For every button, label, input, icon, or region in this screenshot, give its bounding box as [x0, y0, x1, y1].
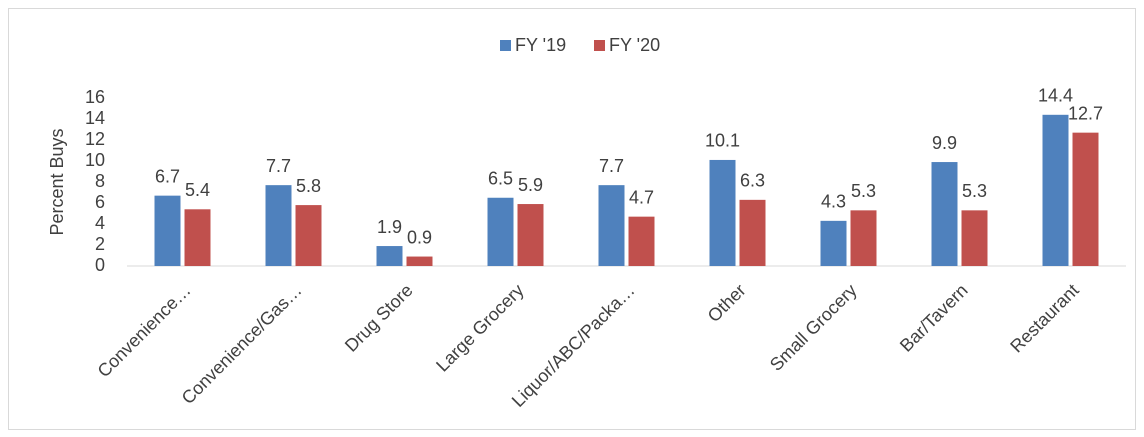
bar: [820, 220, 847, 266]
y-tick-label: 16: [85, 87, 105, 107]
y-tick-label: 4: [95, 213, 105, 233]
data-label: 4.3: [821, 192, 846, 212]
bar: [517, 204, 544, 266]
y-tick-label: 2: [95, 234, 105, 254]
data-label: 12.7: [1068, 103, 1103, 123]
y-tick-label: 12: [85, 129, 105, 149]
bar: [739, 199, 766, 266]
data-label: 4.7: [629, 187, 654, 207]
legend-label: FY '19: [515, 35, 566, 55]
bar: [961, 210, 988, 266]
data-label: 6.3: [740, 171, 765, 191]
bar: [1072, 132, 1099, 266]
y-tick-label: 6: [95, 192, 105, 212]
y-tick-label: 14: [85, 108, 105, 128]
data-label: 7.7: [599, 156, 624, 176]
y-axis-label: Percent Buys: [47, 128, 67, 235]
legend-swatch: [594, 40, 605, 51]
x-tick-label: Convenience…: [94, 280, 195, 381]
bar: [850, 210, 877, 266]
data-label: 0.9: [407, 227, 432, 247]
x-tick-label: Large Grocery: [432, 280, 528, 376]
data-label: 5.4: [185, 180, 210, 200]
x-tick-label: Convenience/Gas…: [178, 280, 306, 408]
x-tick-label: Restaurant: [1006, 280, 1082, 356]
bar: [487, 197, 514, 266]
bar: [598, 185, 625, 266]
bar: [1042, 114, 1069, 266]
y-tick-label: 8: [95, 171, 105, 191]
data-label: 6.5: [488, 169, 513, 189]
bar: [154, 195, 181, 266]
bar: [628, 216, 655, 266]
legend-label: FY '20: [609, 35, 660, 55]
bar: [931, 162, 958, 266]
data-label: 7.7: [266, 156, 291, 176]
bar: [295, 205, 322, 266]
data-label: 5.3: [962, 181, 987, 201]
data-label: 1.9: [377, 217, 402, 237]
x-tick-label: Small Grocery: [766, 280, 861, 375]
legend-swatch: [500, 40, 511, 51]
y-tick-label: 0: [95, 255, 105, 275]
data-label: 14.4: [1038, 86, 1073, 106]
data-label: 10.1: [705, 131, 740, 151]
x-tick-label: Bar/Tavern: [896, 280, 972, 356]
bar: [709, 159, 736, 266]
x-tick-label: Drug Store: [341, 280, 417, 356]
bar: [265, 185, 292, 266]
chart-border: [8, 8, 1136, 430]
bar: [184, 209, 211, 266]
data-label: 5.8: [296, 176, 321, 196]
data-label: 5.3: [851, 181, 876, 201]
bar: [376, 246, 403, 266]
data-label: 6.7: [155, 166, 180, 186]
x-tick-label: Other: [704, 280, 750, 326]
data-label: 5.9: [518, 175, 543, 195]
data-label: 9.9: [932, 133, 957, 153]
x-tick-label: Liquor/ABC/Packa…: [508, 280, 639, 411]
bar: [406, 256, 433, 266]
y-tick-label: 10: [85, 150, 105, 170]
